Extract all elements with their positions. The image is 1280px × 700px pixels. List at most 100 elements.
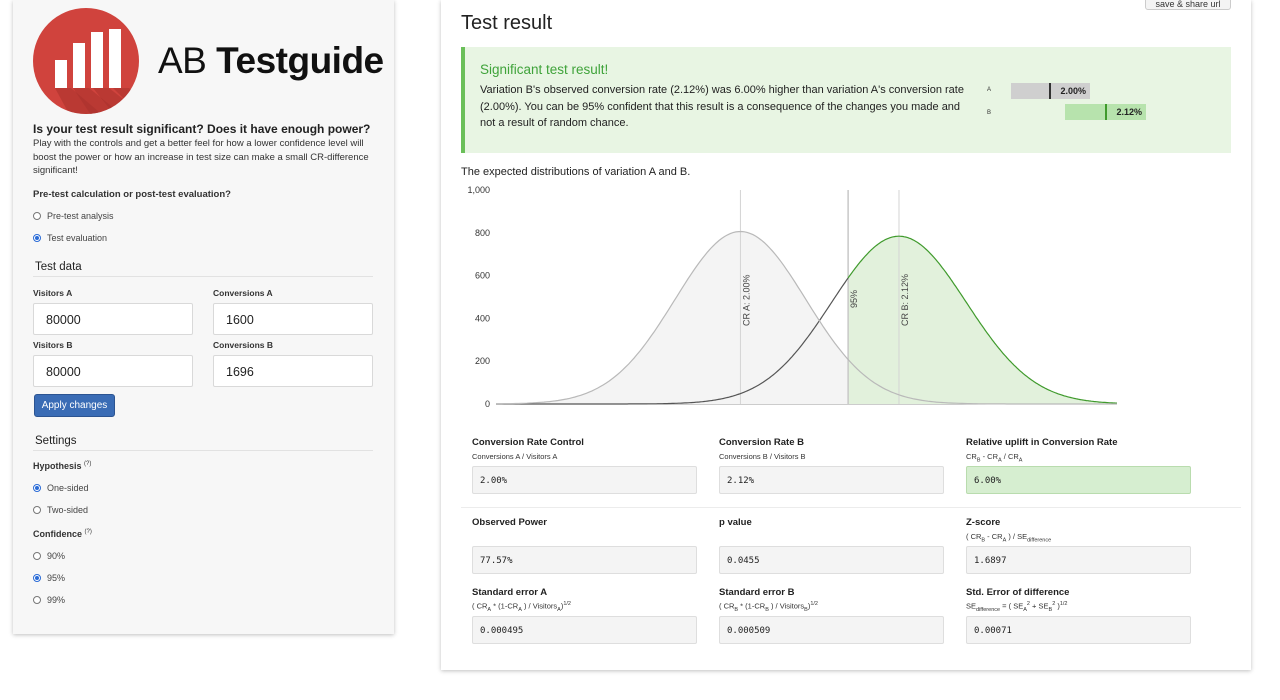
se-b-label: Standard error B	[719, 587, 795, 598]
bar-chart-logo-icon	[33, 8, 139, 114]
series-b-curve	[847, 235, 1117, 404]
conversions-a-label: Conversions A	[213, 288, 273, 298]
marker-label: CR A: 2.00%	[741, 274, 751, 326]
se-b-formula: ( CRB * (1-CRB ) / VisitorsB)1/2	[719, 601, 818, 613]
plot-area: CR A: 2.00% 95% CR B: 2.12%	[496, 190, 1117, 405]
y-tick-label: 200	[475, 356, 490, 366]
radio-label: Test evaluation	[47, 233, 108, 243]
radio-label: 95%	[47, 573, 66, 583]
visitors-b-input[interactable]: 80000	[33, 355, 193, 387]
mini-bar-a-value: 2.00%	[1060, 86, 1086, 96]
power-label: Observed Power	[472, 517, 547, 528]
mini-bar-a-label: A	[987, 87, 992, 93]
y-tick-label: 800	[475, 228, 490, 238]
mini-bar-b-value: 2.12%	[1116, 107, 1142, 117]
se-diff-formula: SEdifference = ( SEA2 + SEB2 )1/2	[966, 601, 1068, 613]
series-b-curve-left	[496, 277, 849, 405]
intro-text: Play with the controls and get a better …	[33, 138, 369, 176]
hypothesis-label: Hypothesis (?)	[33, 461, 92, 471]
divider	[461, 507, 1241, 508]
settings-panel: AB Testguide Is your test result signifi…	[13, 0, 394, 634]
logo-wordmark: AB Testguide	[158, 40, 384, 81]
test-data-heading: Test data	[35, 261, 82, 273]
y-tick-label: 0	[485, 399, 490, 409]
radio-test-evaluation[interactable]: Test evaluation	[33, 233, 107, 243]
save-share-button[interactable]: save & share url	[1145, 0, 1231, 10]
se-a-formula: ( CRA * (1-CRA ) / VisitorsA)1/2	[472, 601, 571, 613]
help-icon[interactable]: (?)	[84, 529, 92, 535]
help-icon[interactable]: (?)	[84, 461, 92, 467]
mini-bar-a: 2.00%	[1011, 83, 1090, 99]
divider	[33, 276, 373, 277]
settings-heading: Settings	[35, 435, 77, 447]
confidence-label: Confidence (?)	[33, 529, 92, 539]
results-panel: Test result save & share url Significant…	[441, 0, 1251, 670]
cr-b-formula: Conversions B / Visitors B	[719, 452, 806, 461]
conversions-b-label: Conversions B	[213, 340, 273, 350]
uplift-label: Relative uplift in Conversion Rate	[966, 437, 1118, 448]
y-tick-label: 600	[475, 271, 490, 281]
mini-bar-b-marker	[1105, 104, 1107, 120]
radio-confidence-95[interactable]: 95%	[33, 573, 65, 583]
radio-circle[interactable]	[33, 506, 41, 514]
radio-confidence-99[interactable]: 99%	[33, 595, 65, 605]
mini-bar-b: 2.12%	[1065, 104, 1146, 120]
radio-circle[interactable]	[33, 484, 41, 492]
visitors-a-input[interactable]: 80000	[33, 303, 193, 335]
marker-label: 95%	[849, 290, 859, 308]
se-b-value: 0.000509	[719, 616, 944, 644]
p-value-label: p value	[719, 517, 752, 528]
marker-label: CR B: 2.12%	[900, 274, 910, 326]
radio-circle[interactable]	[33, 552, 41, 560]
mode-question: Pre-test calculation or post-test evalua…	[33, 189, 231, 200]
radio-label: Two-sided	[47, 505, 89, 515]
visitors-b-label: Visitors B	[33, 340, 73, 350]
y-tick-label: 400	[475, 313, 490, 323]
series-b-significant-area	[848, 236, 1117, 404]
radio-label: 99%	[47, 595, 66, 605]
series-a-curve	[496, 230, 1117, 405]
divider	[33, 450, 373, 451]
alert-title: Significant test result!	[480, 62, 609, 77]
p-value: 0.0455	[719, 546, 944, 574]
se-diff-label: Std. Error of difference	[966, 587, 1070, 598]
mini-bar-a-marker	[1049, 83, 1051, 99]
radio-circle[interactable]	[33, 574, 41, 582]
mini-bar-b-label: B	[987, 110, 992, 116]
uplift-formula: CRB - CRA / CRA	[966, 452, 1023, 464]
radio-circle[interactable]	[33, 212, 41, 220]
cr-control-formula: Conversions A / Visitors A	[472, 452, 558, 461]
y-tick-label: 1,000	[467, 185, 490, 195]
y-axis: 0 200 400 600 800 1,000	[467, 185, 490, 409]
cr-control-label: Conversion Rate Control	[472, 437, 584, 448]
power-value: 77.57%	[472, 546, 697, 574]
radio-label: One-sided	[47, 483, 89, 493]
logo: AB Testguide	[33, 8, 384, 114]
intro-title: Is your test result significant? Does it…	[33, 122, 371, 136]
radio-one-sided[interactable]: One-sided	[33, 483, 89, 493]
conversions-a-input[interactable]: 1600	[213, 303, 373, 335]
radio-circle[interactable]	[33, 234, 41, 242]
radio-confidence-90[interactable]: 90%	[33, 551, 65, 561]
se-a-value: 0.000495	[472, 616, 697, 644]
se-a-label: Standard error A	[472, 587, 548, 598]
radio-pre-test[interactable]: Pre-test analysis	[33, 211, 114, 221]
uplift-value: 6.00%	[966, 466, 1191, 494]
alert-text: Variation B's observed conversion rate (…	[480, 84, 964, 129]
significance-alert: Significant test result! Variation B's o…	[461, 47, 1231, 153]
series-a-area	[496, 231, 1117, 404]
z-score-formula: ( CRB - CRA ) / SEdifference	[966, 532, 1052, 544]
conversions-b-input[interactable]: 1696	[213, 355, 373, 387]
apply-changes-button[interactable]: Apply changes	[34, 394, 115, 417]
page-title: Test result	[461, 12, 553, 34]
cr-b-label: Conversion Rate B	[719, 437, 804, 448]
radio-circle[interactable]	[33, 596, 41, 604]
z-score-value: 1.6897	[966, 546, 1191, 574]
radio-two-sided[interactable]: Two-sided	[33, 505, 88, 515]
chart-title: The expected distributions of variation …	[461, 166, 691, 178]
radio-label: Pre-test analysis	[47, 211, 114, 221]
visitors-a-label: Visitors A	[33, 288, 73, 298]
cr-b-value: 2.12%	[719, 466, 944, 494]
radio-label: 90%	[47, 551, 66, 561]
distribution-chart: 0 200 400 600 800 1,000 CR A: 2.00% 95% CR B: 2…	[467, 185, 1117, 409]
